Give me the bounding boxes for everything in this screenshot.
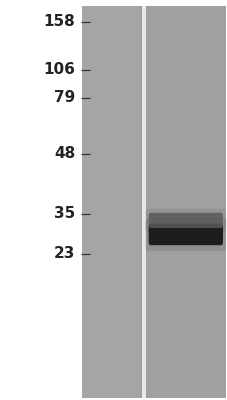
FancyBboxPatch shape (148, 224, 222, 245)
Bar (82, 6, 141, 398)
Text: 158: 158 (43, 14, 75, 30)
Text: 79: 79 (54, 90, 75, 106)
FancyBboxPatch shape (145, 209, 225, 232)
Text: 48: 48 (54, 146, 75, 162)
Text: 35: 35 (54, 206, 75, 222)
FancyBboxPatch shape (145, 218, 225, 251)
Text: 23: 23 (54, 246, 75, 262)
FancyBboxPatch shape (148, 213, 222, 228)
Text: 106: 106 (43, 62, 75, 78)
Bar (141, 6, 146, 398)
Bar (82, 6, 225, 398)
